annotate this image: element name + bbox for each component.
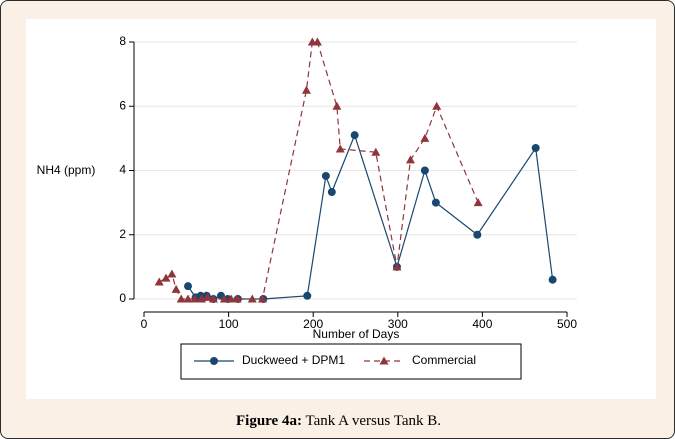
x-tick-label: 100 — [219, 317, 239, 331]
data-point — [154, 277, 164, 286]
data-point — [420, 166, 429, 175]
y-tick-label: 6 — [119, 98, 126, 112]
data-point — [257, 294, 267, 303]
caption: Figure 4a: Tank A versus Tank B. — [1, 413, 674, 430]
data-point — [226, 294, 236, 303]
data-point — [232, 294, 242, 303]
caption-label: Figure 4a: — [236, 413, 302, 429]
data-point — [420, 133, 430, 142]
legend-label: Duckweed + DPM1 — [242, 353, 345, 367]
x-tick-label: 300 — [388, 317, 408, 331]
data-point — [190, 294, 200, 303]
data-point — [171, 284, 181, 293]
y-tick-label: 2 — [119, 227, 126, 241]
chart: NH4 (ppm) Number of Days 0 2 4 6 8 0 100 200 300… — [26, 19, 656, 399]
data-point — [208, 294, 218, 303]
y-tick-label: 8 — [119, 34, 126, 48]
data-point — [247, 294, 257, 303]
legend-label: Commercial — [412, 353, 476, 367]
data-point — [219, 294, 229, 303]
legend-box — [180, 343, 522, 380]
y-tick-label: 0 — [119, 291, 126, 305]
data-point — [301, 85, 311, 94]
data-point — [332, 101, 342, 110]
x-tick-label: 400 — [472, 317, 492, 331]
data-point — [473, 230, 482, 239]
data-point — [473, 198, 483, 207]
data-point — [548, 275, 557, 284]
data-point — [392, 262, 402, 271]
data-point — [350, 131, 359, 140]
legend-marker — [210, 357, 218, 365]
data-point — [335, 144, 345, 153]
data-point — [312, 37, 322, 46]
x-tick-label: 200 — [303, 317, 323, 331]
data-point — [371, 147, 381, 156]
x-tick-label: 0 — [141, 317, 148, 331]
data-point — [531, 144, 540, 153]
data-point — [431, 198, 440, 207]
caption-text: Tank A versus Tank B. — [305, 413, 441, 429]
data-point — [405, 155, 415, 164]
data-point — [321, 171, 330, 180]
data-point — [327, 188, 336, 197]
legend-marker — [379, 356, 389, 365]
data-point — [303, 291, 312, 300]
data-point — [176, 294, 186, 303]
data-point — [432, 101, 442, 110]
data-point — [167, 269, 177, 278]
y-tick-label: 4 — [119, 163, 126, 177]
data-point — [202, 292, 212, 301]
x-axis-label: Number of Days — [313, 327, 400, 341]
series-line — [187, 133, 554, 300]
x-tick-label: 500 — [557, 317, 577, 331]
data-point — [183, 282, 192, 291]
data-point — [161, 273, 171, 282]
data-point — [183, 294, 193, 303]
y-axis-label: NH4 (ppm) — [37, 163, 96, 177]
